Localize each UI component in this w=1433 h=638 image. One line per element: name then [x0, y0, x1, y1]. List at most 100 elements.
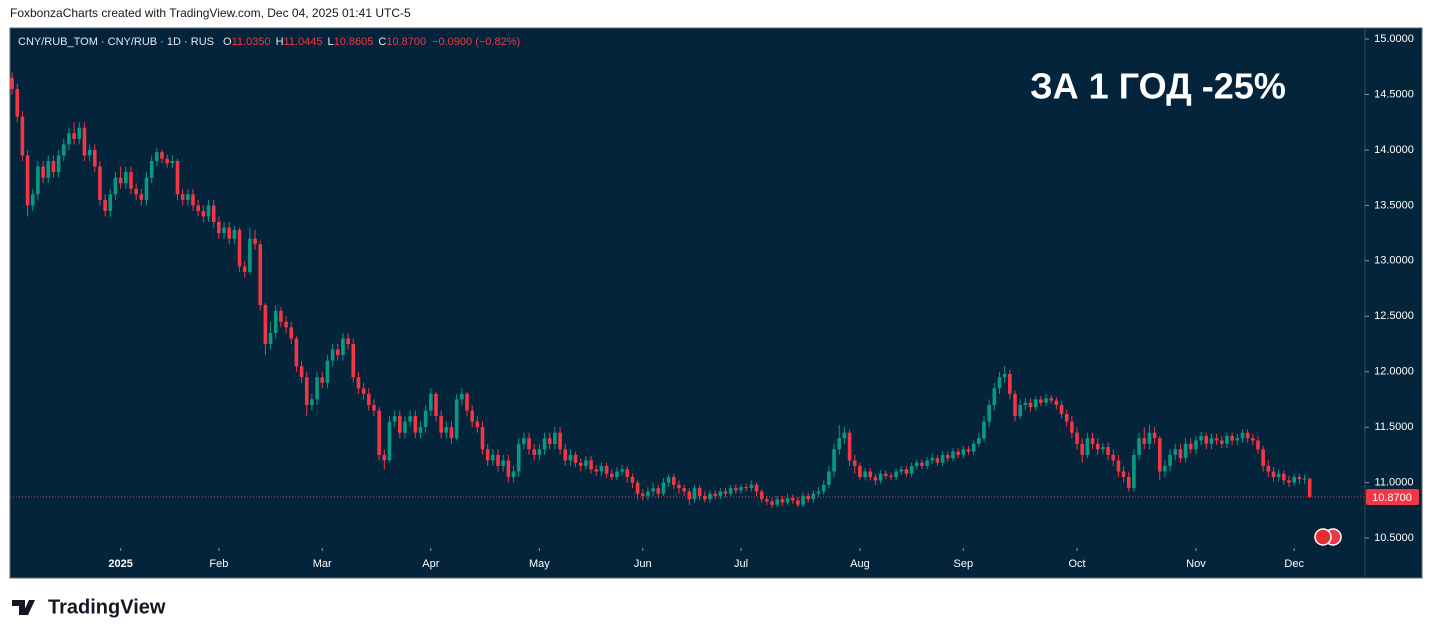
candle-body	[615, 471, 619, 478]
candle-body	[144, 177, 149, 200]
x-tick-label: Nov	[1186, 558, 1206, 570]
x-tick-label: Apr	[422, 558, 439, 570]
candle-body	[1261, 449, 1265, 466]
candle-body	[909, 465, 914, 474]
candle-body	[232, 229, 237, 239]
candle-body	[1292, 477, 1296, 483]
candle-body	[1070, 421, 1074, 433]
candle-body	[1256, 440, 1260, 450]
y-tick-label: 13.5000	[1374, 199, 1414, 211]
candle-body	[1230, 436, 1234, 441]
candle-body	[289, 327, 294, 339]
candle-body	[496, 454, 500, 466]
candle-body	[423, 410, 428, 428]
candle-body	[837, 438, 842, 450]
candle-body	[67, 133, 71, 145]
candle-body	[522, 438, 526, 444]
candle-body	[532, 449, 537, 455]
x-tick-label: Jun	[634, 558, 652, 570]
candle-body	[92, 149, 97, 167]
candle-body	[1059, 404, 1064, 414]
candle-body	[558, 432, 562, 450]
symbol-legend: CNY/RUB_TOM · CNY/RUB · 1D · RUS O11.035…	[18, 36, 520, 48]
candle-body	[392, 416, 397, 422]
candle-body	[1137, 438, 1141, 455]
last-price-box	[1366, 488, 1419, 505]
candle-body	[744, 487, 748, 489]
candle-body	[749, 484, 754, 489]
x-tick-label: Mar	[313, 558, 332, 570]
candle-body	[661, 482, 666, 494]
candle-body	[1240, 432, 1245, 439]
candle-body	[920, 462, 924, 466]
candle-body	[646, 491, 650, 496]
logo-dot	[27, 600, 34, 606]
candle-body	[170, 161, 175, 164]
candle-body	[1266, 465, 1271, 472]
x-tick-label: Dec	[1284, 558, 1304, 570]
candle-body	[315, 377, 319, 400]
candle-body	[470, 410, 474, 422]
candle-body	[940, 454, 945, 463]
candle-body	[858, 465, 862, 478]
candle-body	[537, 449, 542, 455]
candle-body	[1209, 438, 1214, 444]
legend-key: L	[327, 36, 333, 48]
candle-body	[708, 493, 712, 500]
candle-body	[527, 438, 531, 450]
plot-area	[10, 72, 1312, 509]
candle-body	[1194, 440, 1198, 450]
candle-body	[589, 460, 593, 470]
candle-body	[237, 229, 242, 267]
last-price-label: 10.8700	[1372, 492, 1412, 504]
candle-body	[310, 399, 314, 405]
candle-body	[671, 477, 676, 485]
candle-body	[692, 488, 697, 500]
candle-body	[852, 460, 857, 466]
candle-body	[1178, 449, 1183, 459]
credit: FoxbonzaCharts created with TradingView.…	[10, 6, 411, 20]
candle-body	[413, 416, 418, 433]
candle-body	[284, 321, 288, 328]
candle-body	[279, 310, 283, 322]
candle-body	[827, 471, 831, 485]
candle-body	[165, 158, 169, 164]
candle-body	[1023, 402, 1028, 405]
candle-body	[175, 161, 180, 195]
candle-body	[56, 155, 61, 173]
candle-body	[785, 498, 790, 503]
candle-body	[553, 432, 557, 444]
candle-body	[248, 238, 252, 272]
candle-body	[806, 495, 811, 500]
candle-body	[914, 462, 919, 466]
x-tick-label: Sep	[954, 558, 974, 570]
candle-body	[966, 449, 971, 452]
candle-body	[868, 471, 873, 478]
candle-body	[971, 443, 976, 452]
candle-body	[821, 484, 826, 492]
candle-body	[10, 77, 14, 89]
candle-body	[418, 427, 423, 433]
candle-body	[1225, 436, 1229, 444]
candle-body	[1302, 478, 1307, 480]
candle-body	[1116, 460, 1121, 472]
candle-body	[108, 194, 113, 211]
candle-body	[211, 205, 216, 223]
candle-body	[1297, 477, 1302, 480]
candle-body	[682, 488, 686, 492]
candle-body	[82, 127, 87, 156]
candle-body	[1163, 465, 1167, 472]
candle-body	[1028, 402, 1033, 408]
legend-key: C	[378, 36, 386, 48]
candle-body	[1214, 438, 1219, 441]
candle-body	[1188, 443, 1193, 450]
candle-body	[506, 460, 511, 478]
candle-body	[1013, 393, 1017, 417]
candle-body	[1039, 399, 1043, 403]
candle-body	[894, 471, 898, 478]
candle-body	[330, 349, 335, 361]
candle-body	[335, 349, 340, 356]
candle-body	[465, 393, 469, 411]
candle-body	[444, 427, 449, 433]
candle-body	[542, 438, 547, 450]
